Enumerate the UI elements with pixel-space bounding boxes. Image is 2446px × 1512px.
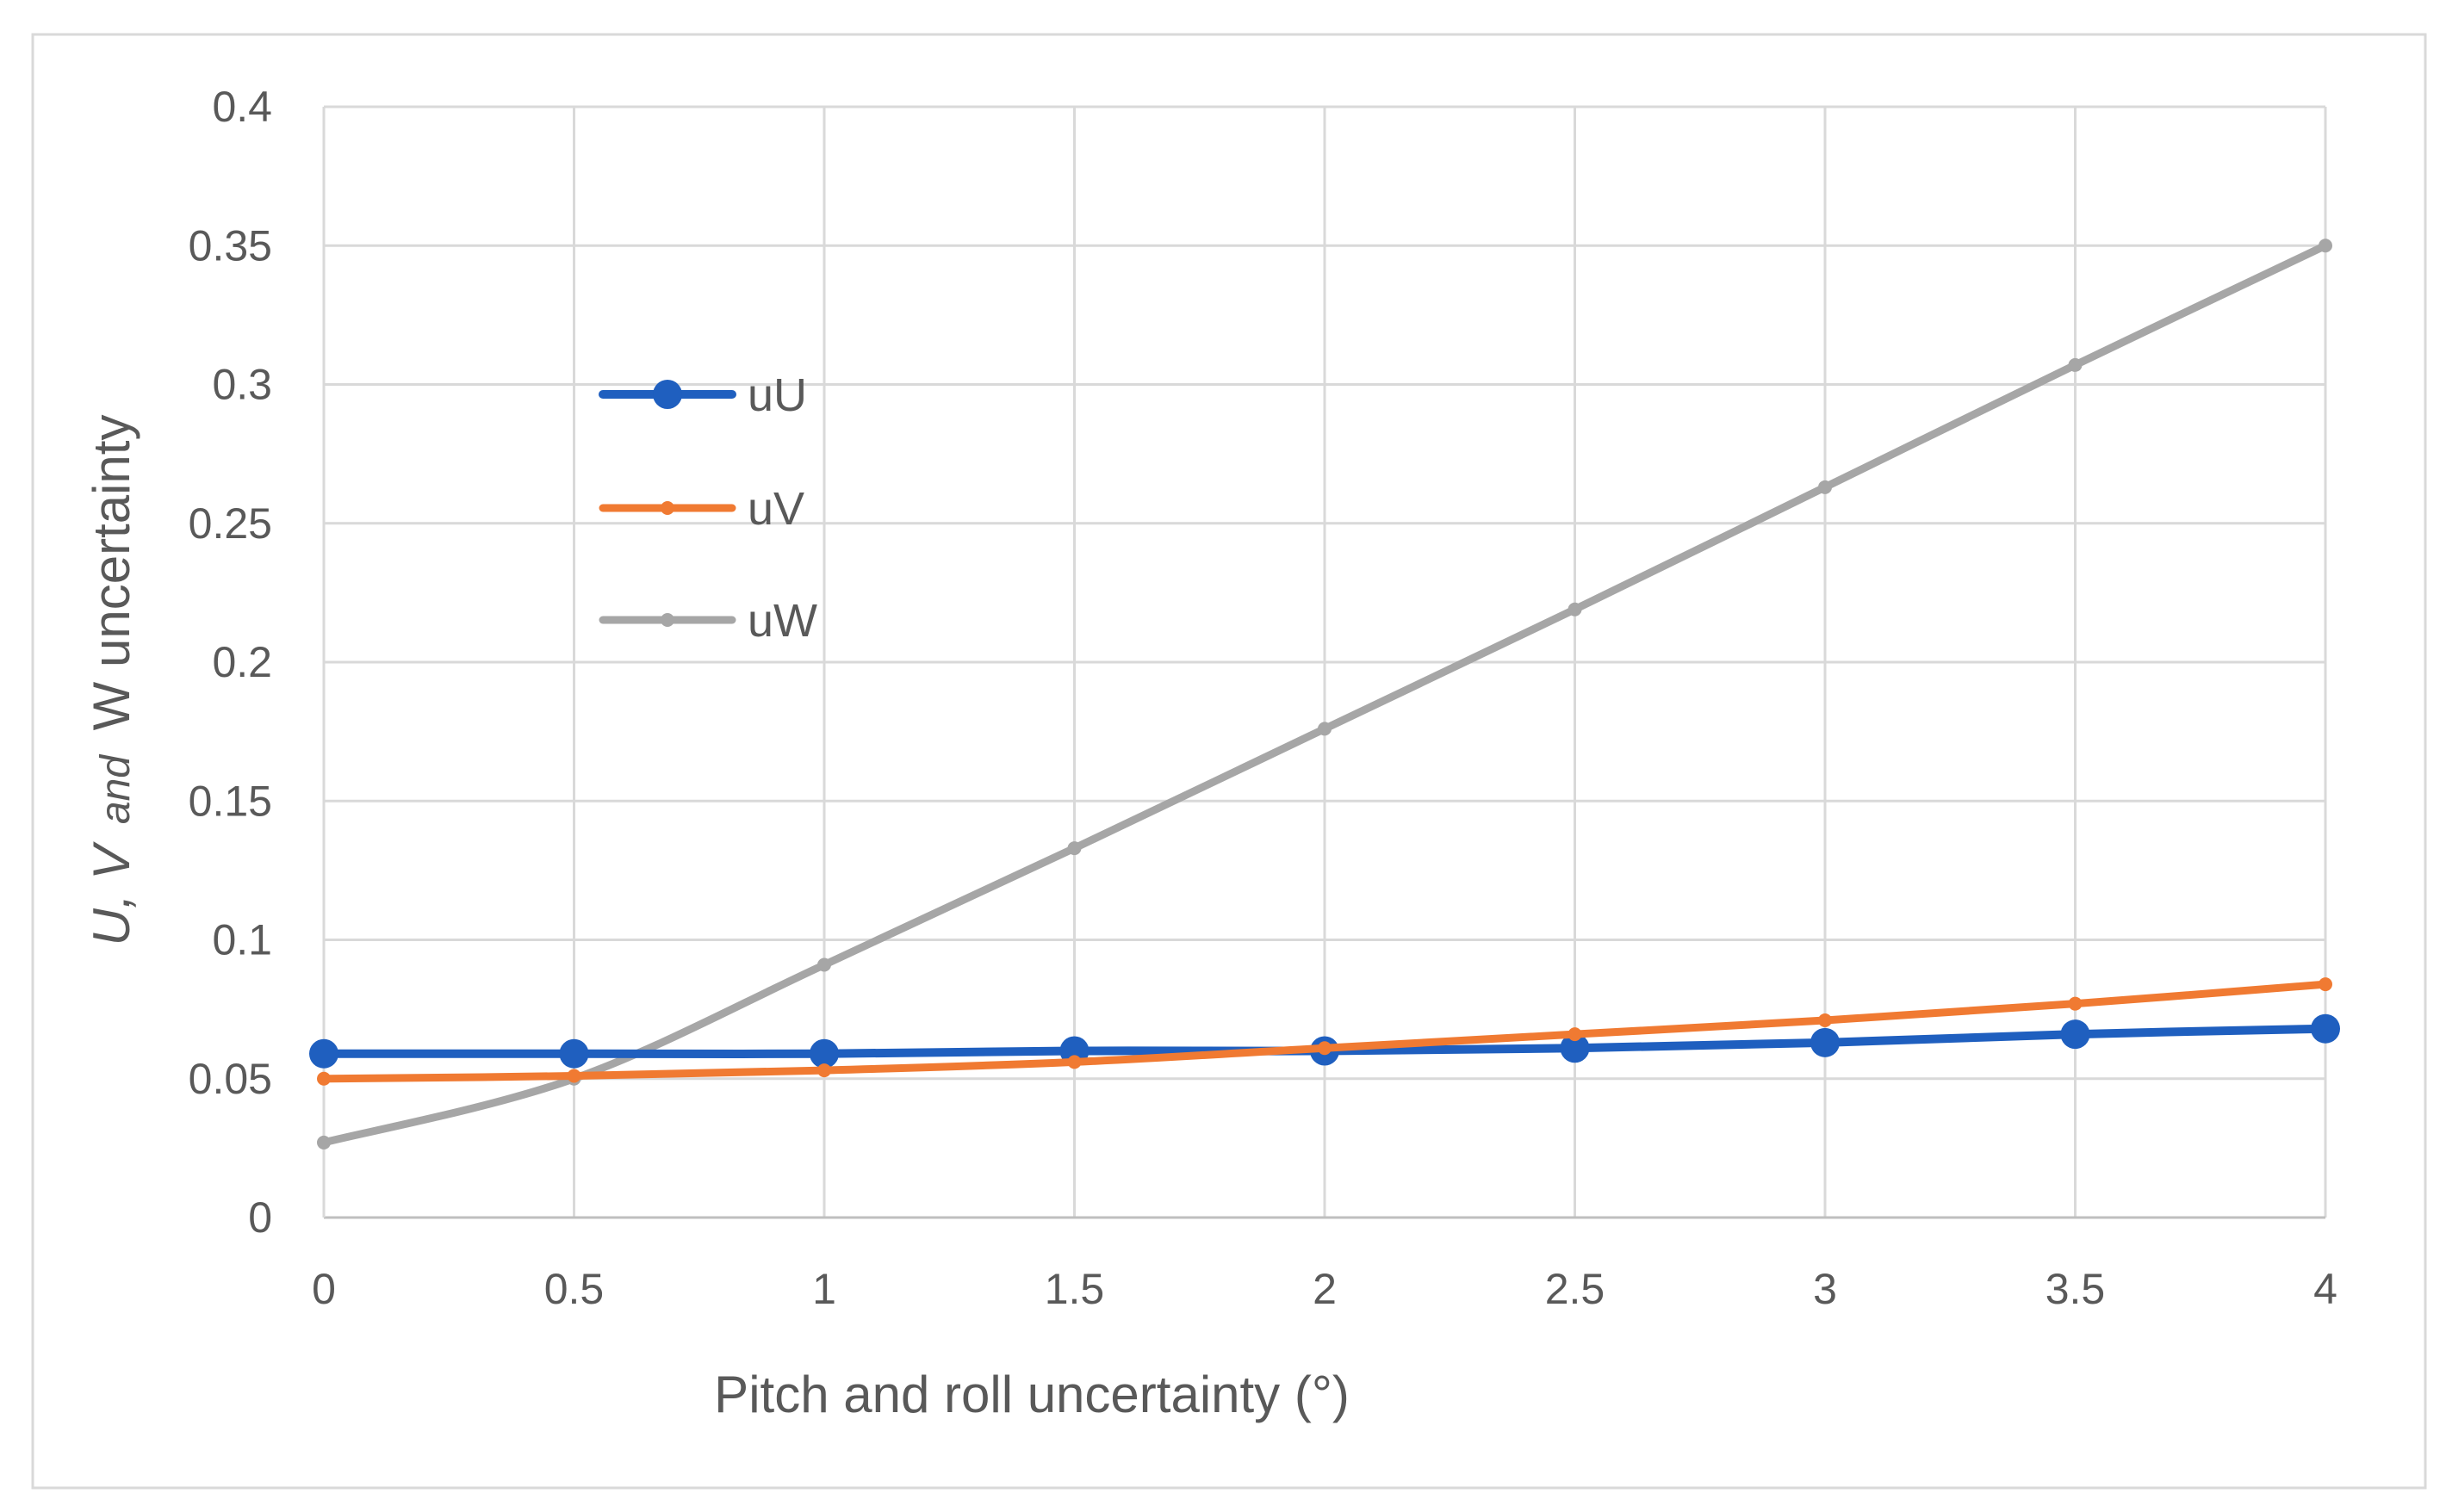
x-tick-label: 3 — [1813, 1265, 1837, 1313]
data-point-uw — [1568, 602, 1582, 617]
data-point-uu — [810, 1038, 839, 1069]
y-axis-title-middle: and — [93, 754, 139, 824]
x-axis-ticks: 0 0.5 1 1.5 2 2.5 3 3.5 4 — [312, 1265, 2337, 1313]
data-point-uv — [567, 1069, 581, 1083]
legend-label-uv: uV — [748, 483, 804, 535]
data-point-uw — [1318, 722, 1332, 736]
data-point-uw — [2068, 357, 2083, 372]
data-point-uu — [559, 1038, 589, 1069]
y-axis-title-prefix: U, V — [83, 841, 140, 946]
data-point-uv — [1818, 1013, 1832, 1028]
data-point-uw — [317, 1135, 331, 1149]
x-tick-label: 3.5 — [2046, 1265, 2106, 1313]
data-point-uu — [2060, 1019, 2090, 1050]
legend-label-uu: uU — [748, 369, 807, 421]
legend-entry-uu: uU — [599, 369, 807, 421]
y-tick-label: 0 — [248, 1193, 272, 1242]
data-point-uv — [1318, 1041, 1332, 1056]
y-tick-label: 0.4 — [212, 83, 272, 131]
data-point-uv — [2068, 996, 2083, 1011]
x-tick-label: 1 — [812, 1265, 836, 1313]
y-tick-label: 0.1 — [212, 916, 272, 964]
y-axis-title: U, V and W uncertainty — [83, 415, 140, 946]
data-point-uu — [2311, 1013, 2340, 1044]
y-tick-label: 0.15 — [189, 777, 272, 825]
y-tick-label: 0.05 — [189, 1055, 272, 1103]
y-tick-label: 0.25 — [189, 499, 272, 548]
legend-entry-uw: uW — [599, 595, 817, 647]
data-point-uu — [1560, 1033, 1590, 1063]
data-point-uv — [817, 1063, 831, 1078]
legend-marker-uu — [653, 380, 682, 409]
data-point-uw — [1818, 480, 1832, 494]
y-tick-label: 0.35 — [189, 221, 272, 270]
legend-marker-uv — [661, 501, 674, 515]
data-point-uv — [1568, 1027, 1582, 1042]
y-tick-label: 0.3 — [212, 361, 272, 409]
data-point-uu — [309, 1038, 338, 1069]
legend-marker-uw — [661, 613, 674, 627]
data-point-uv — [1067, 1055, 1082, 1069]
legend: uU uV uW — [599, 369, 817, 647]
x-tick-label: 1.5 — [1045, 1265, 1105, 1313]
x-tick-label: 0 — [312, 1265, 336, 1313]
series-lines — [309, 239, 2340, 1149]
data-point-uv — [2319, 977, 2332, 992]
data-point-uw — [1067, 841, 1082, 856]
legend-label-uw: uW — [748, 595, 817, 647]
chart-frame — [31, 33, 2427, 1490]
data-point-uw — [817, 957, 831, 972]
y-axis-ticks: 0 0.05 0.1 0.15 0.2 0.25 0.3 0.35 0.4 — [189, 83, 272, 1242]
y-tick-label: 0.2 — [212, 638, 272, 686]
x-tick-label: 2 — [1313, 1265, 1337, 1313]
data-point-uv — [317, 1071, 331, 1086]
axes — [322, 107, 2325, 1219]
x-tick-label: 0.5 — [544, 1265, 605, 1313]
x-tick-label: 4 — [2313, 1265, 2337, 1313]
data-point-uu — [1810, 1027, 1840, 1057]
x-tick-label: 2.5 — [1545, 1265, 1605, 1313]
legend-entry-uv: uV — [599, 483, 804, 535]
x-axis-title: Pitch and roll uncertainty (°) — [714, 1366, 1350, 1423]
data-point-uw — [2319, 239, 2332, 253]
y-axis-title-suffix: W uncertainty — [83, 415, 140, 731]
